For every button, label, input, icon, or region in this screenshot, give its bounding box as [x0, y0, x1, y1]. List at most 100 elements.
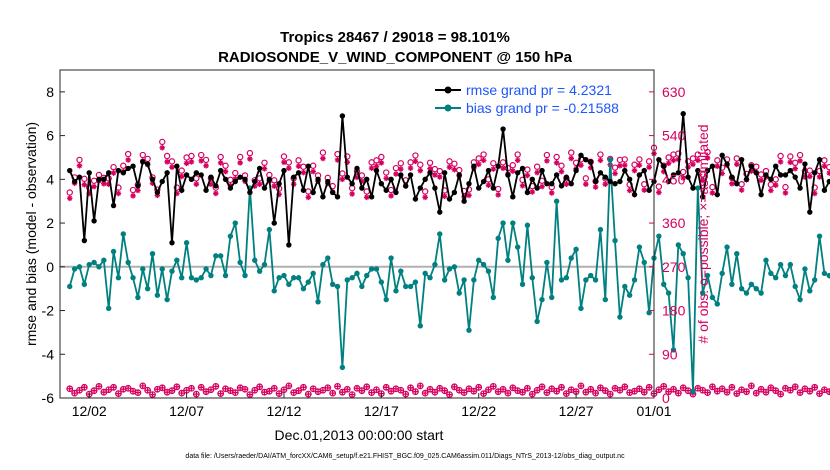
obs-assimilated-point	[383, 175, 390, 182]
bias-point	[164, 296, 170, 303]
obs-assimilated-point	[154, 192, 161, 199]
rmse-point	[227, 185, 234, 191]
bias-point	[291, 275, 297, 281]
low-obs-assimilated-point	[451, 383, 458, 390]
obs-possible-point	[373, 157, 380, 164]
bias-point	[500, 220, 506, 226]
obs-possible-point	[426, 159, 434, 167]
bias-point	[704, 272, 711, 279]
low-obs-assimilated-point	[329, 390, 336, 397]
low-obs-assimilated-point	[816, 390, 823, 397]
low-obs-assimilated-point	[334, 383, 341, 390]
low-obs-assimilated-point	[266, 388, 273, 395]
rmse-point	[466, 181, 472, 187]
obs-possible-point	[499, 159, 507, 166]
rmse-point	[777, 172, 784, 178]
rmse-point	[300, 187, 307, 193]
plot-frame	[59, 69, 655, 399]
rmse-point	[315, 176, 321, 183]
bias-point	[558, 277, 565, 283]
low-obs-assimilated-point	[724, 389, 731, 396]
rmse-point	[237, 174, 243, 180]
low-obs-assimilated-point	[178, 390, 185, 397]
rmse-point	[432, 185, 438, 191]
obs-possible-point	[558, 162, 565, 169]
bias-point	[149, 250, 156, 257]
bias-point	[792, 283, 798, 290]
obs-possible-point	[757, 171, 765, 178]
low-obs-assimilated-point	[753, 390, 760, 397]
rmse-point	[816, 156, 823, 163]
obs-assimilated-point	[787, 159, 794, 166]
rmse-point	[213, 183, 219, 189]
obs-assimilated-point	[130, 193, 136, 199]
bias-point	[597, 226, 604, 233]
obs-assimilated-point	[81, 181, 88, 188]
obs-assimilated-point	[519, 182, 526, 189]
y-axis-left-label: rmse and bias (model - observation)	[23, 122, 39, 346]
obs-assimilated-point	[695, 157, 701, 164]
rmse-point	[729, 174, 735, 180]
low-obs-assimilated-point	[738, 386, 745, 393]
bias-point	[466, 327, 472, 333]
rmse-point	[768, 176, 774, 183]
low-obs-assimilated-point	[81, 384, 88, 391]
bias-point	[583, 277, 589, 283]
bias-point	[383, 296, 389, 303]
low-obs-assimilated-point	[597, 384, 604, 391]
bias-point	[67, 283, 73, 290]
low-obs-assimilated-point	[183, 387, 190, 394]
obs-assimilated-point	[363, 194, 370, 201]
bias-point	[675, 242, 682, 248]
bias-point	[140, 266, 146, 272]
obs-assimilated-point	[729, 180, 735, 187]
rmse-point	[354, 165, 360, 172]
bias-point	[514, 244, 521, 250]
x-tick-label: 12/22	[461, 403, 496, 419]
obs-possible-point	[246, 149, 254, 157]
rmse-point	[256, 165, 263, 172]
bias-point	[719, 270, 725, 277]
bias-point	[641, 259, 647, 266]
bias-point	[334, 283, 341, 290]
low-obs-assimilated-point	[144, 387, 151, 394]
rmse-point	[656, 156, 662, 163]
obs-possible-point	[733, 155, 740, 162]
rmse-point	[417, 185, 423, 191]
y-right-tick-label: 630	[662, 84, 686, 100]
legend-rmse-label: rmse grand pr = 4.2321	[466, 82, 612, 98]
rmse-point	[690, 185, 696, 191]
obs-possible-point	[475, 155, 482, 162]
bias-point	[685, 275, 691, 281]
low-obs-assimilated-point	[714, 388, 721, 395]
rmse-point	[480, 178, 487, 185]
obs-possible-point	[436, 167, 443, 175]
obs-possible-point	[378, 153, 385, 161]
rmse-point	[476, 185, 482, 191]
obs-assimilated-point	[665, 160, 672, 167]
bias-point	[310, 270, 316, 277]
bias-point	[734, 250, 740, 257]
obs-possible-point	[645, 158, 653, 165]
low-obs-assimilated-point	[276, 390, 283, 397]
low-obs-assimilated-point	[490, 383, 497, 390]
obs-assimilated-point	[641, 187, 648, 193]
obs-assimilated-point	[558, 168, 565, 175]
obs-assimilated-point	[378, 160, 385, 166]
rmse-point	[378, 181, 385, 187]
low-obs-assimilated-point	[665, 388, 672, 395]
obs-assimilated-point	[816, 174, 823, 180]
obs-assimilated-point	[826, 170, 830, 176]
bias-point	[101, 257, 107, 263]
low-obs-assimilated-point	[675, 390, 682, 397]
obs-assimilated-point	[91, 183, 97, 190]
low-obs-assimilated-point	[782, 385, 789, 392]
bias-point	[549, 294, 555, 301]
rmse-point	[135, 183, 141, 189]
rmse-point	[252, 178, 258, 185]
low-obs-assimilated-point	[709, 383, 716, 390]
obs-assimilated-point	[101, 180, 107, 187]
bias-point	[602, 296, 609, 303]
rmse-point	[524, 189, 531, 196]
rmse-point	[208, 174, 214, 180]
